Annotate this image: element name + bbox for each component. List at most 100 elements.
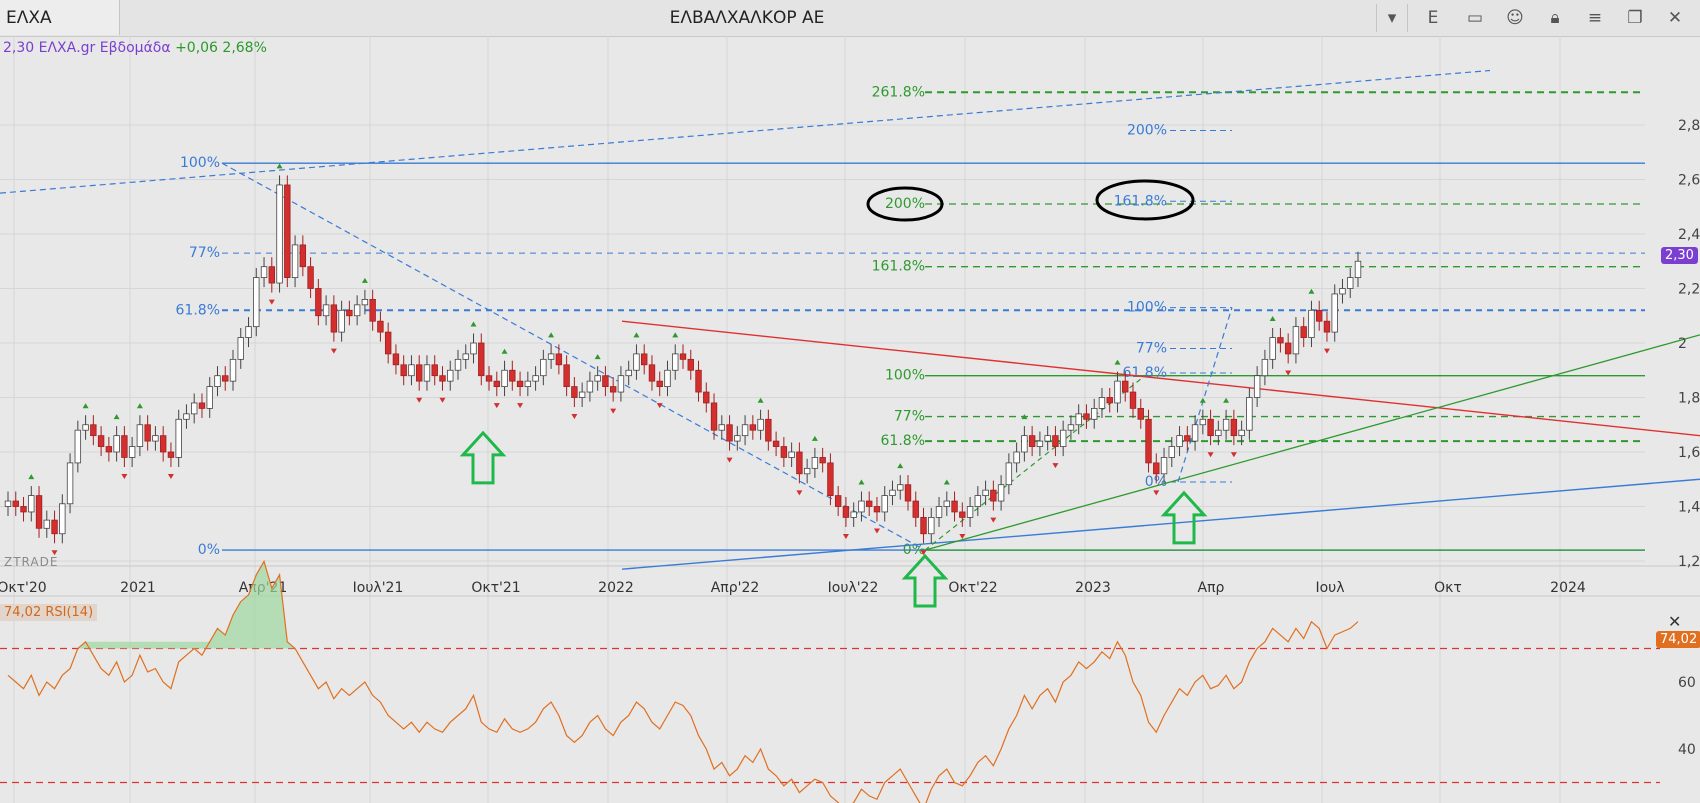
price-tick-label: 2,8: [1678, 118, 1700, 134]
candle: [1036, 440, 1044, 447]
fractal-up-marker: [811, 435, 818, 441]
up-arrow-marker: [1160, 490, 1208, 545]
fractal-up-marker: [1308, 288, 1315, 294]
candle: [1215, 429, 1222, 437]
candle: [1160, 457, 1168, 475]
candle: [788, 451, 795, 458]
candle: [1153, 462, 1160, 475]
candle: [167, 451, 175, 458]
candle: [966, 506, 974, 518]
fractal-up-marker: [858, 479, 865, 485]
candle: [819, 457, 826, 464]
fib-trend-line: [221, 162, 926, 551]
candle: [656, 380, 663, 387]
highlight-ellipse: [866, 186, 944, 222]
candle: [214, 375, 221, 388]
fractal-down-marker: [990, 517, 997, 523]
candle: [113, 435, 120, 453]
candle: [1269, 337, 1276, 360]
price-tick-label: 1,4: [1678, 500, 1700, 516]
candle: [1222, 418, 1230, 431]
close-rsi-icon[interactable]: ✕: [1668, 612, 1682, 631]
price-tick-label: 1,2: [1678, 554, 1700, 570]
restore-icon[interactable]: ❐: [1627, 8, 1643, 28]
channel-line: [0, 69, 1491, 194]
price-chart[interactable]: 100%77%61.8%0%261.8%200%161.8%100%77%61.…: [0, 36, 1700, 803]
price-tick-label: 1,8: [1678, 391, 1700, 407]
candle: [718, 424, 725, 431]
candle: [780, 446, 788, 458]
candle: [4, 500, 12, 507]
candle: [555, 353, 563, 366]
fib-label: 61.8%: [881, 433, 925, 449]
candle: [1300, 326, 1307, 338]
time-tick-label: 2022: [598, 580, 634, 596]
fractal-down-marker: [959, 533, 966, 539]
rsi-overbought-fill: [77, 561, 296, 649]
fractal-down-marker: [656, 403, 663, 409]
candle: [1122, 380, 1129, 393]
time-tick-label: Οκτ'21: [471, 580, 520, 596]
fractal-up-marker: [28, 474, 35, 480]
menu-icon[interactable]: ≡: [1587, 8, 1603, 28]
fractal-down-marker: [842, 533, 849, 539]
candle: [609, 386, 617, 393]
candle: [912, 500, 919, 518]
grid: [0, 36, 1700, 803]
fractal-down-marker: [873, 528, 880, 534]
fractal-up-marker: [501, 348, 508, 354]
candle: [935, 506, 943, 518]
highlight-ellipse: [1095, 179, 1195, 221]
fib-label: 200%: [1127, 122, 1167, 138]
quote-change: +0,06 2,68%: [175, 40, 267, 56]
candle: [578, 391, 586, 398]
candle: [175, 418, 182, 458]
fib-label: 100%: [885, 368, 925, 384]
candle: [633, 353, 640, 371]
e-button[interactable]: E: [1418, 4, 1448, 32]
time-tick-label: 2023: [1075, 580, 1111, 596]
candle: [128, 446, 136, 458]
candle: [1176, 435, 1183, 447]
candle: [540, 358, 547, 377]
candle: [74, 429, 82, 464]
candles: [4, 163, 1362, 556]
candle: [1168, 446, 1175, 458]
fractal-up-marker: [113, 414, 120, 420]
fractal-up-marker: [1021, 414, 1028, 420]
candle: [268, 266, 275, 284]
quote-line: 2,30 ΕΛΧΑ.gr Εβδομάδα +0,06 2,68%: [3, 40, 267, 56]
candle: [571, 386, 578, 398]
rsi-tick-label: 60: [1678, 675, 1696, 691]
candle: [765, 418, 772, 442]
price-tick-label: 2,6: [1678, 173, 1700, 189]
candle: [866, 500, 873, 507]
time-tick-label: Οκτ: [1434, 580, 1462, 596]
symbol-tab[interactable]: ΕΛΧΑ: [0, 0, 120, 35]
chat-icon[interactable]: ☺: [1506, 8, 1524, 28]
close-icon[interactable]: ✕: [1667, 8, 1683, 28]
fib-label: 0%: [198, 542, 220, 558]
candle: [842, 506, 850, 518]
panel-icon[interactable]: ▭: [1466, 8, 1484, 28]
candle: [90, 424, 97, 437]
time-tick-label: 2024: [1550, 580, 1586, 596]
time-tick-label: Ιουλ'22: [828, 580, 879, 596]
fractal-down-marker: [1153, 490, 1160, 496]
fractal-down-marker: [439, 397, 446, 403]
chevron-down-icon[interactable]: ▾: [1376, 4, 1408, 32]
candle: [454, 358, 462, 371]
candle: [416, 364, 423, 382]
candle: [245, 326, 252, 338]
candle: [431, 364, 438, 377]
title-bar: ΕΛΧΑ ΕΛΒΑΛΧΑΛΚΟΡ ΑΕ ▾ E ▭ ☺ 🔒︎ ≡ ❐ ✕: [0, 0, 1700, 37]
candle: [687, 358, 694, 371]
fib-drawings: 100% 77% 61.8% 0% 261.8% 200% 161.8% 100% 77% 61.…: [176, 84, 1645, 558]
fractal-down-marker: [1230, 452, 1237, 458]
fractal-up-marker: [136, 403, 143, 409]
fractal-up-marker: [594, 354, 601, 360]
fractal-down-marker: [1052, 463, 1059, 469]
fib-label: 100%: [1127, 300, 1167, 316]
candle: [408, 364, 415, 377]
lock-icon[interactable]: 🔒︎: [1550, 8, 1560, 28]
